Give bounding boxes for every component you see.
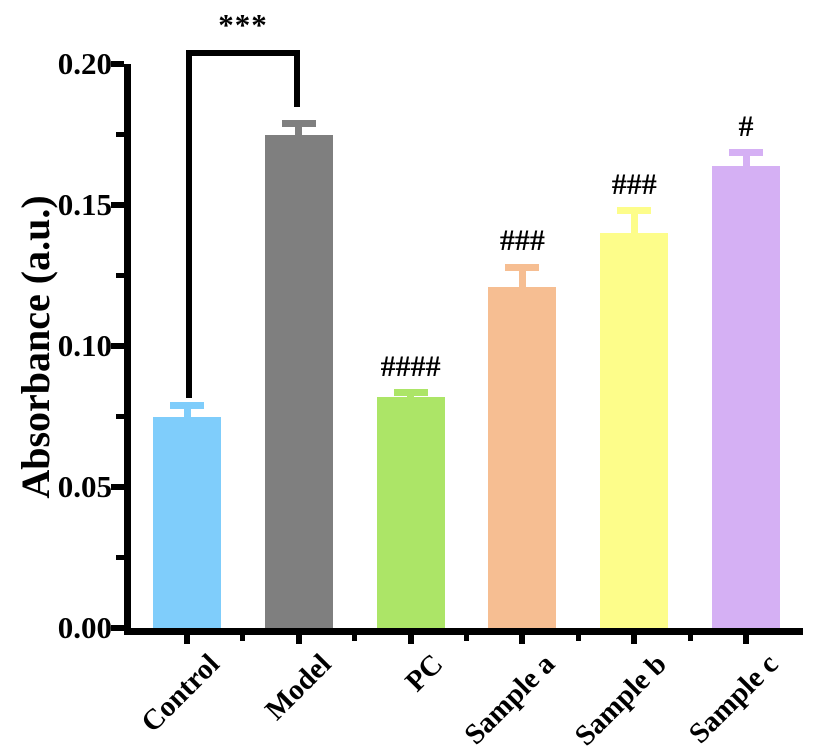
bar-control <box>153 416 221 631</box>
significance-stars: *** <box>218 7 268 42</box>
bar-pc <box>376 396 445 631</box>
bar-model <box>264 134 333 631</box>
x-minor-tick <box>575 635 581 641</box>
error-bar-stem <box>183 405 191 419</box>
bar-sample-a <box>488 286 557 631</box>
error-bar-cap <box>170 401 204 409</box>
x-axis-line <box>124 628 803 635</box>
error-bar-cap <box>281 119 316 127</box>
significance-bracket-right-arm <box>294 50 300 107</box>
bar-sample-c <box>712 165 780 631</box>
y-minor-tick <box>116 414 124 419</box>
y-minor-tick <box>116 132 124 137</box>
y-major-tick <box>111 484 124 490</box>
error-bar-stem <box>518 267 526 289</box>
x-major-tick <box>631 635 638 644</box>
y-tick-label: 0.20 <box>57 46 112 81</box>
y-tick-label: 0.15 <box>57 187 112 222</box>
x-category-label-sample-a: Sample a <box>458 648 562 751</box>
y-minor-tick <box>116 273 124 278</box>
x-major-tick <box>295 635 302 644</box>
error-bar-cap <box>505 263 540 271</box>
y-tick-label: 0.05 <box>57 469 112 504</box>
hash-annotation: # <box>738 109 754 143</box>
x-category-label-control: Control <box>135 648 226 739</box>
significance-bracket-left-arm <box>186 50 192 398</box>
x-minor-tick <box>352 635 358 641</box>
x-major-tick <box>743 635 749 644</box>
y-tick-label: 0.10 <box>57 328 112 363</box>
y-minor-tick <box>116 555 124 560</box>
y-major-tick <box>111 61 124 67</box>
error-bar-cap <box>393 389 428 396</box>
x-category-label-sample-b: Sample b <box>568 648 673 753</box>
hash-annotation: ### <box>499 224 545 257</box>
error-bar-cap <box>617 207 652 215</box>
hash-annotation: #### <box>380 349 441 383</box>
y-axis-line <box>124 64 131 635</box>
y-major-tick <box>111 343 124 349</box>
y-major-tick <box>111 625 124 631</box>
y-major-tick <box>111 202 124 208</box>
x-major-tick <box>407 635 414 644</box>
x-minor-tick <box>464 635 469 641</box>
error-bar-cap <box>729 149 763 157</box>
error-bar-stem <box>742 152 750 168</box>
y-tick-label: 0.00 <box>57 610 112 645</box>
x-category-label-pc: PC <box>399 648 450 698</box>
x-major-tick <box>519 635 526 644</box>
significance-bracket-top <box>186 50 300 56</box>
x-minor-tick <box>687 635 693 641</box>
error-bar-stem <box>630 210 638 236</box>
x-category-label-sample-c: Sample c <box>682 648 785 750</box>
x-minor-tick <box>240 635 246 641</box>
hash-annotation: ### <box>611 167 657 201</box>
bar-sample-b <box>600 233 669 631</box>
x-major-tick <box>184 635 190 644</box>
x-category-label-model: Model <box>258 648 338 727</box>
error-bar-stem <box>295 123 303 137</box>
